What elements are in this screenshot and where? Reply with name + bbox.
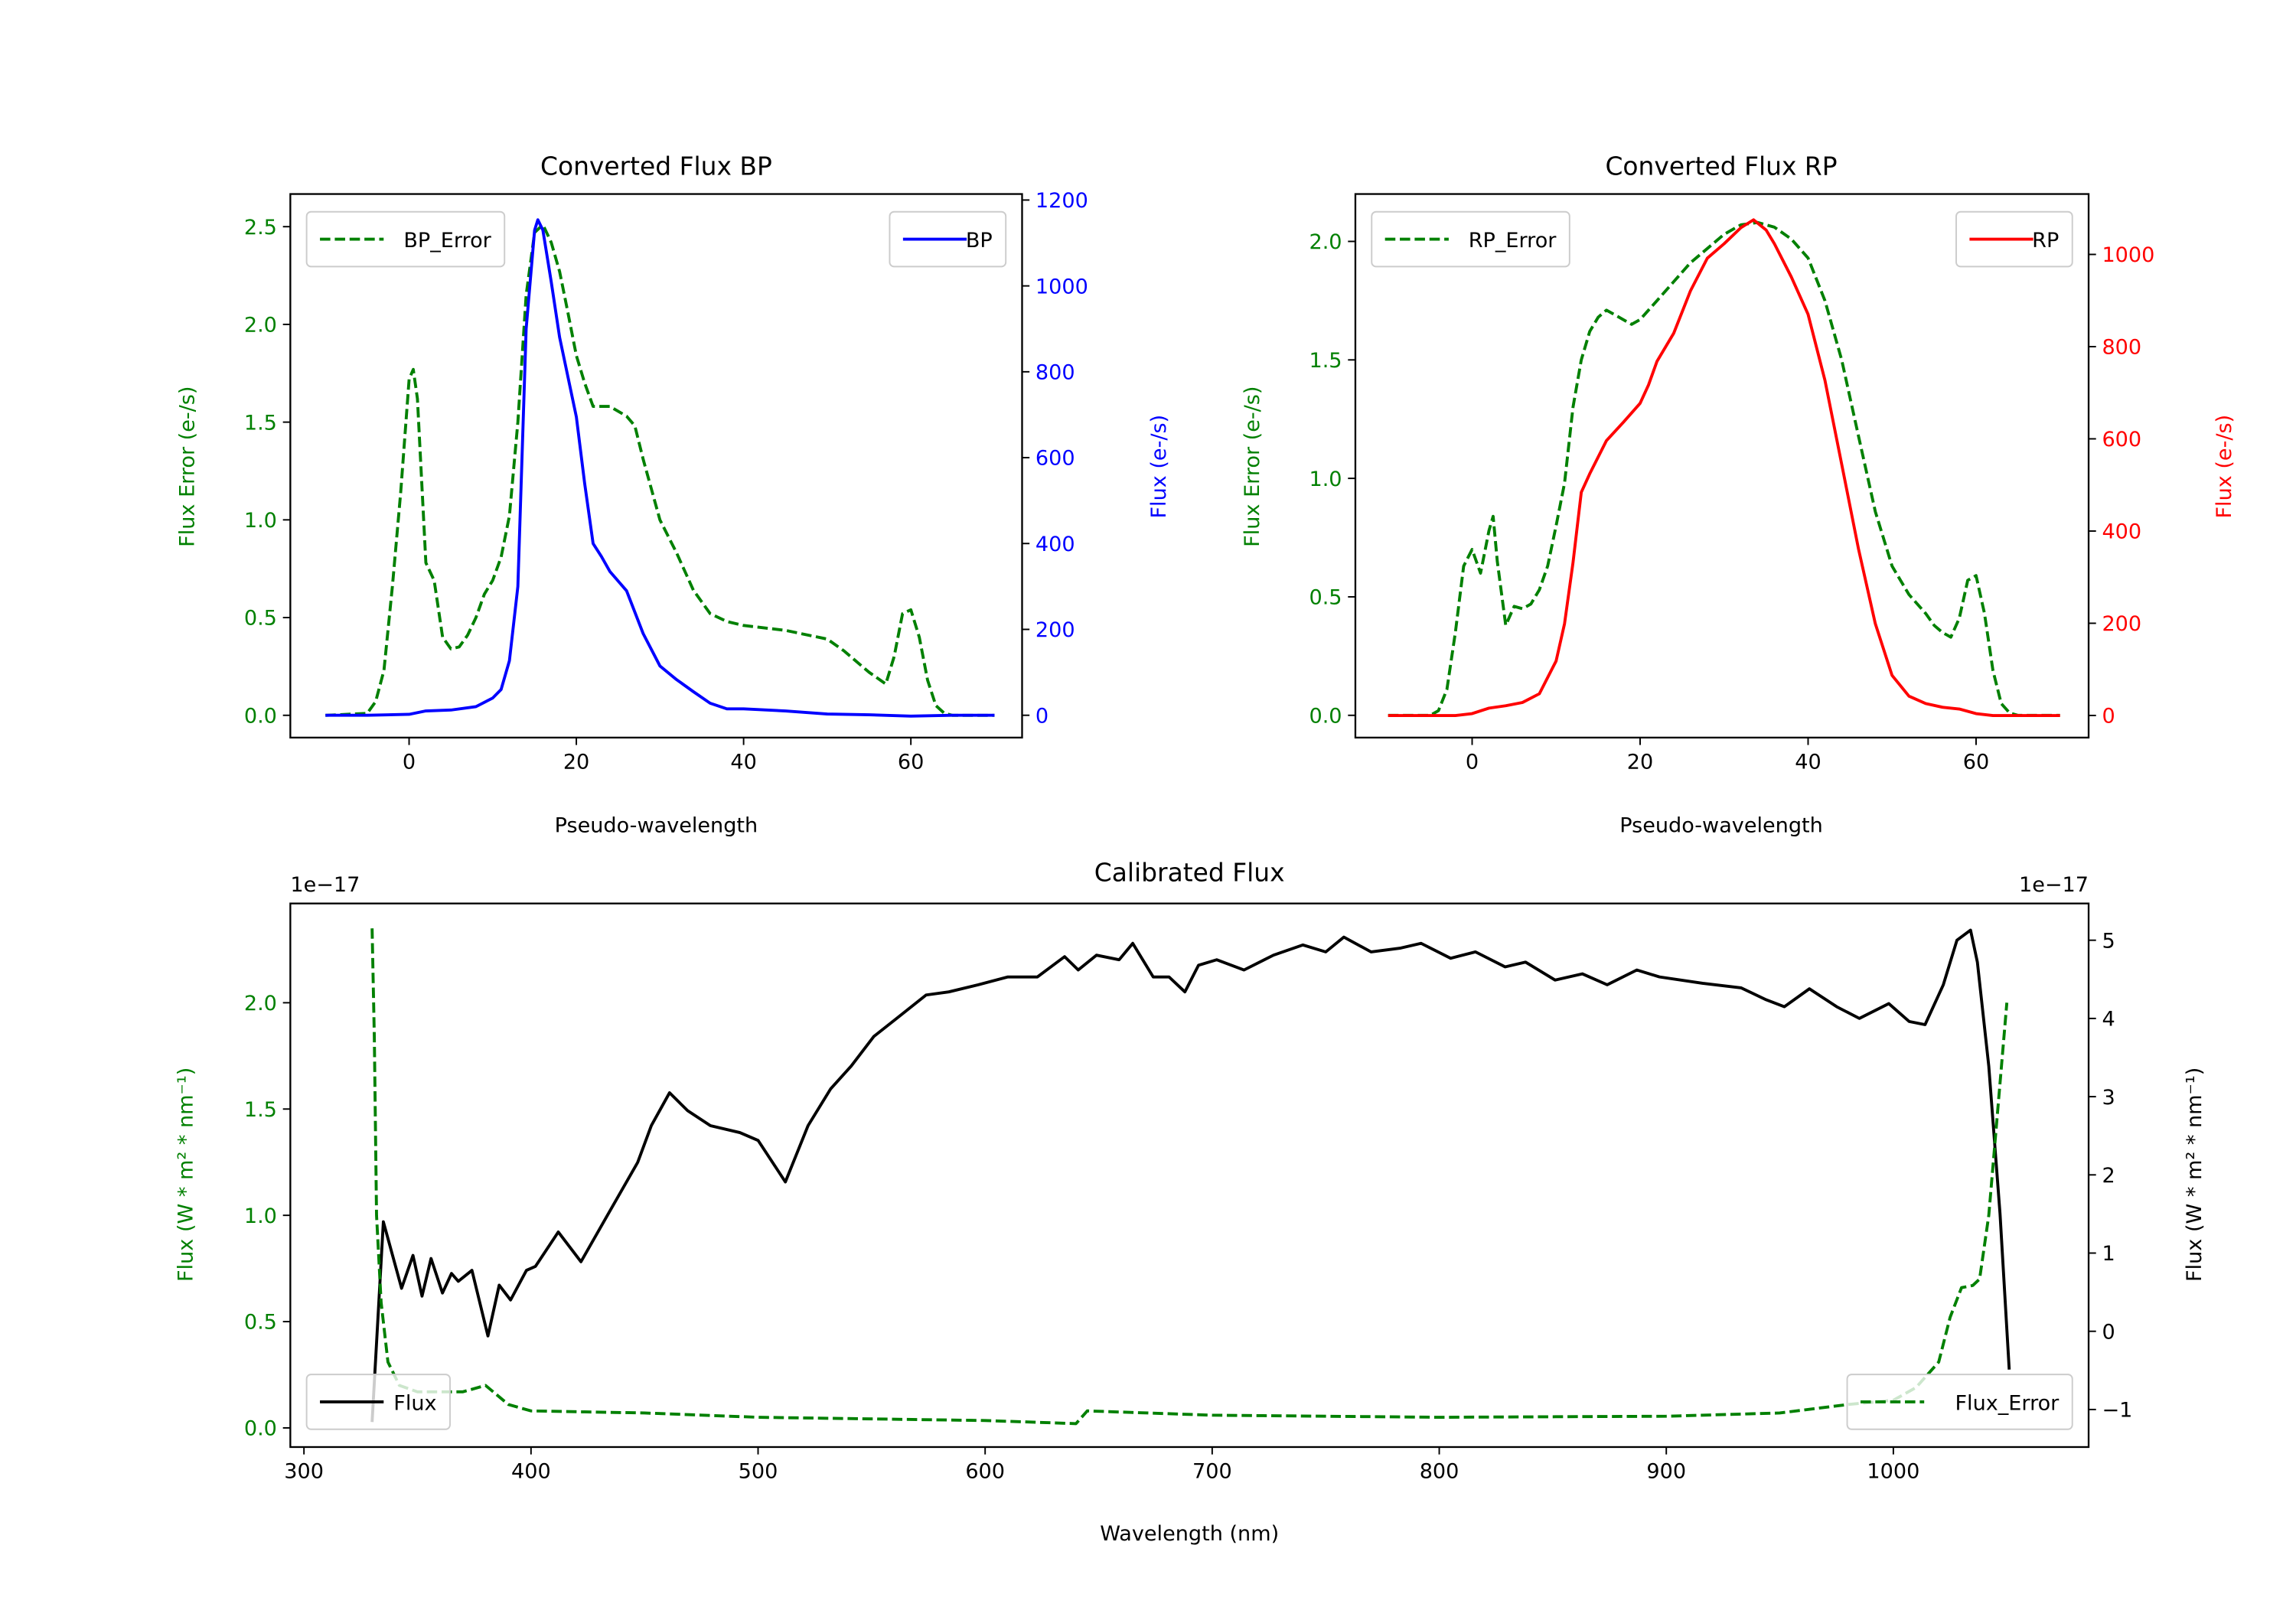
legend-label: RP_Error [1469, 229, 1557, 253]
cal-ytick-right-label: −1 [2102, 1399, 2132, 1423]
cal-xtick-label: 900 [1646, 1460, 1686, 1484]
bp-ylabel-right: Flux (e-/s) [1147, 415, 1171, 519]
rp-ytick-left-label: 0.0 [1309, 704, 1342, 728]
bp-ytick-left-label: 0.5 [244, 607, 277, 631]
bp-legend-bp-error: BP_Error [305, 210, 506, 268]
rp-ytick-right-label: 0 [2102, 705, 2115, 729]
bp-line-bp [325, 218, 995, 718]
cal-ytick-right-label: 2 [2102, 1164, 2115, 1188]
bp-legend-bp: BP [889, 210, 1007, 268]
cal-ytick-right-label: 1 [2102, 1242, 2115, 1266]
cal-ytick-right-label: 4 [2102, 1008, 2115, 1032]
cal-xtick-label: 500 [739, 1460, 778, 1484]
cal-offset-left: 1e−17 [290, 873, 360, 897]
bp-ytick-right-label: 400 [1035, 533, 1075, 556]
cal-panel: Calibrated Flux Wavelength (nm) Flux (W … [174, 858, 2207, 1546]
rp-axes-frame [1354, 193, 2090, 739]
bp-xtick-label: 40 [730, 751, 756, 774]
bp-ytick-left-label: 1.0 [244, 509, 277, 533]
rp-ytick-right-label: 200 [2102, 612, 2141, 636]
bp-ylabel-left: Flux Error (e-/s) [176, 386, 200, 547]
rp-xlabel: Pseudo-wavelength [1619, 814, 1823, 838]
bp-ytick-left-label: 0.0 [244, 704, 277, 728]
cal-legend-flux-error: Flux_Error [1846, 1374, 2073, 1430]
bp-xtick-label: 20 [563, 751, 589, 774]
rp-legend-rp-error: RP_Error [1371, 210, 1570, 268]
legend-box [1371, 210, 1570, 268]
cal-xtick-label: 800 [1420, 1460, 1459, 1484]
rp-xtick-label: 0 [1466, 751, 1479, 774]
legend-label: Flux [393, 1392, 436, 1416]
cal-legend-flux: Flux [305, 1374, 451, 1430]
legend-label: RP [2032, 229, 2059, 253]
rp-line-rp-error [1388, 220, 2060, 717]
legend-label: BP_Error [403, 229, 491, 253]
rp-ytick-right-label: 400 [2102, 520, 2141, 544]
cal-ytick-left-label: 2.0 [244, 992, 277, 1015]
cal-xtick-label: 400 [511, 1460, 551, 1484]
rp-ytick-left-label: 1.0 [1309, 468, 1342, 491]
legend-box [1846, 1374, 2073, 1430]
rp-ytick-left-label: 0.5 [1309, 586, 1342, 610]
cal-ytick-left-label: 1.5 [244, 1098, 277, 1122]
cal-xtick-label: 300 [284, 1460, 324, 1484]
bp-ytick-right-label: 1000 [1035, 275, 1088, 298]
bp-axes-frame [289, 193, 1023, 739]
rp-ytick-right-label: 1000 [2102, 243, 2154, 267]
cal-ytick-right-label: 0 [2102, 1320, 2115, 1344]
cal-ylabel-right: Flux (W * m² * nm⁻¹) [2183, 1068, 2206, 1282]
bp-xlabel: Pseudo-wavelength [555, 814, 758, 838]
rp-ytick-right-label: 800 [2102, 336, 2141, 360]
cal-line-flux [370, 928, 2011, 1423]
bp-ytick-left-label: 2.0 [244, 314, 277, 337]
bp-panel: Converted Flux BP Pseudo-wavelength Flux… [176, 151, 1172, 837]
legend-box [305, 210, 506, 268]
cal-xtick-label: 1000 [1867, 1460, 1919, 1484]
rp-xtick-label: 60 [1963, 751, 1989, 774]
cal-ylabel-left: Flux (W * m² * nm⁻¹) [174, 1068, 198, 1282]
bp-series-group [325, 218, 995, 718]
rp-title: Converted Flux RP [1605, 151, 1837, 181]
bp-xtick-label: 60 [898, 751, 924, 774]
cal-offset-right: 1e−17 [2019, 873, 2089, 897]
cal-xtick-label: 600 [965, 1460, 1005, 1484]
cal-xtick-label: 700 [1192, 1460, 1232, 1484]
legend-label: Flux_Error [1955, 1392, 2060, 1416]
rp-ytick-right-label: 600 [2102, 428, 2141, 451]
rp-xtick-label: 20 [1627, 751, 1653, 774]
bp-xtick-label: 0 [403, 751, 416, 774]
bp-ytick-left-label: 2.5 [244, 216, 277, 240]
bp-title: Converted Flux BP [540, 151, 772, 181]
cal-ytick-left-label: 0.5 [244, 1311, 277, 1335]
bp-ytick-left-label: 1.5 [244, 411, 277, 435]
rp-legend-rp: RP [1955, 210, 2073, 268]
cal-title: Calibrated Flux [1094, 858, 1285, 888]
rp-ytick-left-label: 2.0 [1309, 230, 1342, 254]
rp-series-group [1388, 218, 2060, 717]
cal-ytick-left-label: 0.0 [244, 1417, 277, 1441]
rp-xtick-label: 40 [1795, 751, 1821, 774]
cal-ytick-right-label: 5 [2102, 929, 2115, 953]
cal-ytick-right-label: 3 [2102, 1086, 2115, 1110]
rp-ylabel-right: Flux (e-/s) [2213, 415, 2236, 519]
bp-ytick-right-label: 1200 [1035, 189, 1088, 213]
rp-panel: Converted Flux RP Pseudo-wavelength Flux… [1241, 151, 2236, 837]
bp-line-bp-error [325, 223, 995, 717]
legend-label: BP [966, 229, 993, 253]
cal-xlabel: Wavelength (nm) [1100, 1522, 1279, 1546]
rp-ytick-left-label: 1.5 [1309, 349, 1342, 373]
bp-ytick-right-label: 0 [1035, 704, 1049, 728]
bp-ytick-right-label: 800 [1035, 361, 1075, 385]
rp-ylabel-left: Flux Error (e-/s) [1241, 386, 1264, 547]
bp-ytick-right-label: 600 [1035, 447, 1075, 471]
rp-line-rp [1388, 218, 2060, 717]
cal-ytick-left-label: 1.0 [244, 1204, 277, 1228]
bp-ytick-right-label: 200 [1035, 618, 1075, 642]
